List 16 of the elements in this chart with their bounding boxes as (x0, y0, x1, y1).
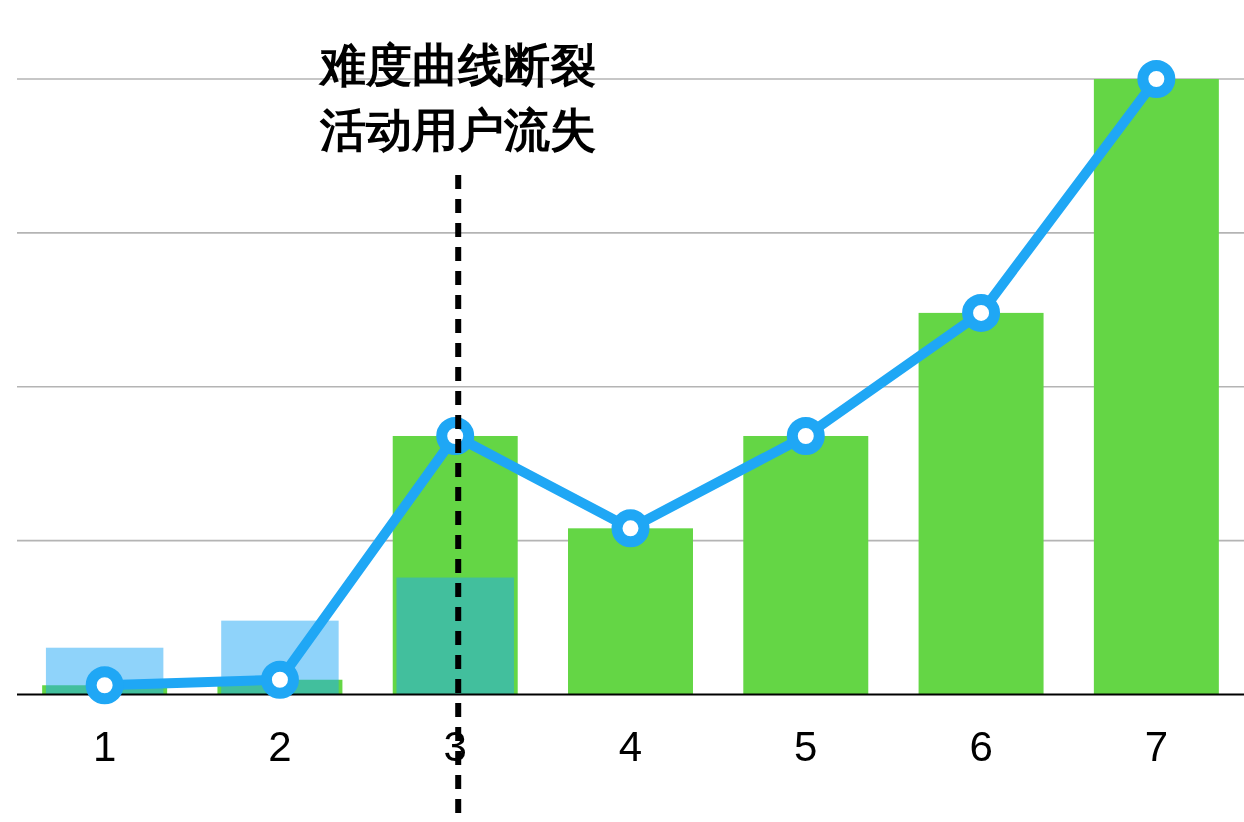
point (611, 509, 650, 548)
x-tick-label: 2 (268, 723, 292, 770)
bar (918, 312, 1044, 695)
point (962, 293, 1001, 332)
bar (568, 528, 693, 695)
x-tick-label: 6 (969, 723, 993, 770)
bar (1093, 79, 1219, 695)
point (1137, 60, 1176, 98)
point (260, 660, 299, 699)
x-tick-label: 1 (92, 723, 117, 770)
x-tick-label: 5 (794, 723, 818, 770)
bar (743, 435, 869, 695)
ref-line-label: 难度曲线断裂活动用户流失 (318, 39, 597, 156)
x-tick-label: 7 (1144, 723, 1169, 770)
point (786, 416, 825, 455)
x-tick-label: 4 (618, 723, 643, 770)
